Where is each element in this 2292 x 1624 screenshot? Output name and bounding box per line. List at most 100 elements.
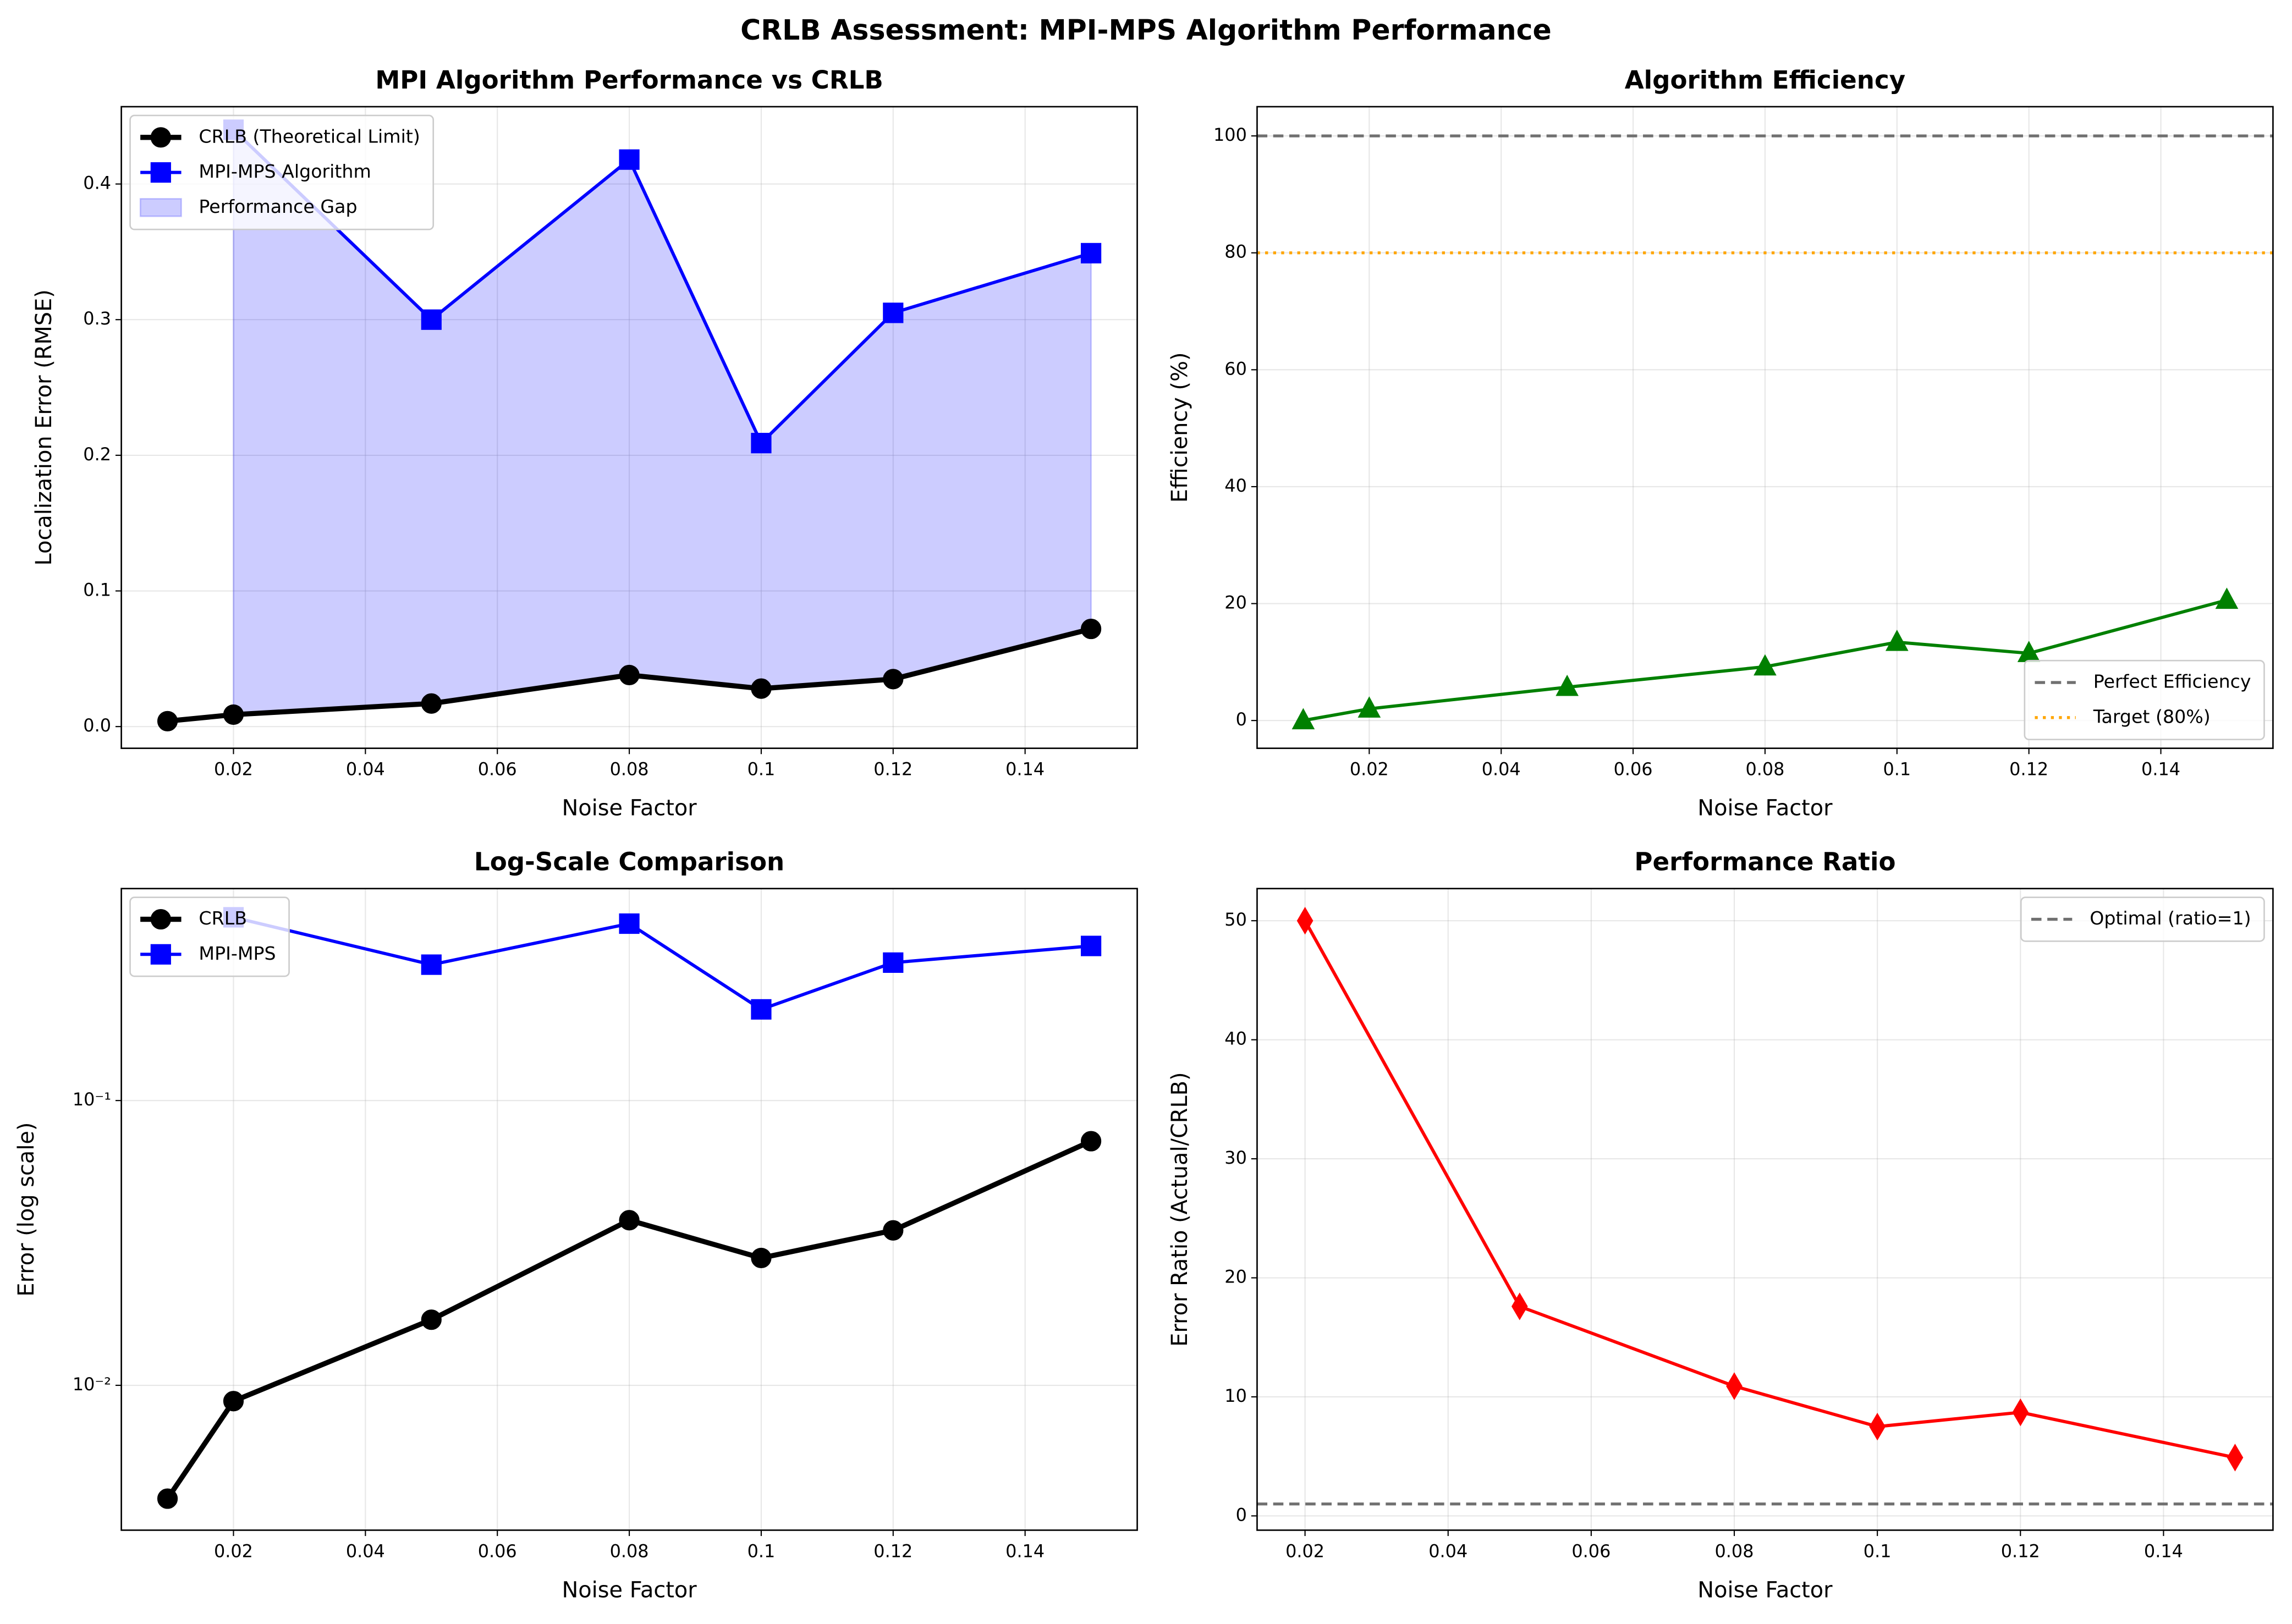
x-tick-label: 0.02	[214, 1540, 253, 1561]
data-point	[751, 999, 772, 1020]
data-point	[1081, 243, 1102, 263]
y-tick-label: 30	[1224, 1147, 1247, 1168]
x-tick-label: 0.12	[873, 758, 913, 779]
legend-marker	[150, 909, 171, 930]
subplot-title: MPI Algorithm Performance vs CRLB	[375, 65, 883, 95]
data-point	[421, 1309, 442, 1330]
x-tick-label: 0.02	[214, 758, 253, 779]
legend: CRLB MPI-MPS	[129, 896, 290, 977]
legend-marker	[150, 944, 171, 965]
legend-marker	[150, 162, 171, 183]
x-tick-label: 0.14	[2144, 1540, 2183, 1561]
figure-title: CRLB Assessment: MPI-MPS Algorithm Perfo…	[740, 14, 1552, 46]
legend-swatch	[139, 198, 182, 217]
x-tick-label: 0.06	[478, 758, 517, 779]
subplot-title: Algorithm Efficiency	[1625, 65, 1905, 95]
y-axis-label: Error Ratio (Actual/CRLB)	[1167, 1072, 1192, 1346]
x-tick-label: 0.12	[2009, 758, 2048, 779]
y-tick-label: 0.3	[83, 308, 111, 329]
series-line	[233, 916, 1091, 1011]
legend-box	[2020, 896, 2265, 942]
x-tick-label: 0.14	[2141, 758, 2180, 779]
data-point	[421, 309, 442, 330]
y-axis-label: Error (log scale)	[14, 1122, 39, 1297]
legend-label: Perfect Efficiency	[2093, 671, 2251, 692]
x-tick-label: 0.12	[873, 1540, 913, 1561]
y-axis-label: Efficiency (%)	[1167, 352, 1192, 503]
y-tick-label: 10	[1224, 1385, 1247, 1406]
data-point	[619, 149, 640, 170]
x-tick-label: 0.02	[1285, 1540, 1324, 1561]
data-point	[1357, 696, 1381, 718]
plot-area	[157, 119, 1102, 731]
legend-box	[2024, 659, 2265, 741]
axes-frame	[120, 888, 1138, 1531]
data-point	[1556, 674, 1579, 696]
subplot-title: Log-Scale Comparison	[474, 847, 784, 877]
x-tick-label: 0.14	[1005, 758, 1045, 779]
x-tick-label: 0.1	[1883, 758, 1911, 779]
y-tick-label: 0	[1236, 709, 1247, 730]
data-point	[751, 433, 772, 454]
x-tick-label: 0.08	[610, 758, 649, 779]
x-tick-label: 0.04	[346, 758, 385, 779]
data-point	[751, 678, 772, 699]
x-tick-label: 0.08	[1745, 758, 1784, 779]
data-point	[1081, 1131, 1102, 1152]
legend: CRLB (Theoretical Limit) MPI-MPS Algorith…	[129, 114, 435, 230]
data-point	[157, 1488, 178, 1509]
data-point	[883, 1220, 904, 1241]
data-point	[1754, 654, 1777, 676]
legend-label: MPI-MPS	[199, 943, 276, 964]
y-tick-label: 0.4	[83, 173, 111, 194]
x-tick-label: 0.1	[1864, 1540, 1892, 1561]
y-tick-label: 20	[1224, 592, 1247, 613]
data-point	[1291, 708, 1315, 730]
x-axis-label: Noise Factor	[1697, 796, 1833, 821]
y-tick-label: 0.1	[83, 580, 111, 601]
y-tick-label: 20	[1224, 1267, 1247, 1287]
data-point	[421, 693, 442, 714]
data-point	[421, 954, 442, 975]
y-tick-label: 50	[1224, 909, 1247, 930]
plot-area	[1257, 134, 2273, 730]
data-point	[883, 952, 904, 973]
legend-label: Optimal (ratio=1)	[2090, 907, 2251, 929]
data-point	[1081, 935, 1102, 956]
axes-frame	[1256, 888, 2274, 1531]
data-point	[1885, 629, 1909, 651]
data-point	[157, 711, 178, 731]
plot-area	[1257, 906, 2273, 1506]
y-tick-label: 10⁻²	[73, 1374, 111, 1395]
legend-marker	[150, 127, 171, 148]
x-axis-label: Noise Factor	[562, 796, 697, 821]
data-point	[1296, 906, 1313, 935]
legend-label: CRLB (Theoretical Limit)	[199, 125, 420, 147]
data-point	[751, 1247, 772, 1269]
x-tick-label: 0.1	[747, 758, 776, 779]
x-axis-label: Noise Factor	[1697, 1578, 1833, 1603]
y-tick-label: 100	[1213, 124, 1247, 145]
y-tick-label: 0.2	[83, 444, 111, 465]
y-axis-label: Localization Error (RMSE)	[31, 289, 57, 565]
series-line	[232, 128, 1092, 445]
subplot-title: Performance Ratio	[1634, 847, 1895, 877]
x-tick-label: 0.06	[478, 1540, 517, 1561]
x-tick-label: 0.06	[1571, 1540, 1611, 1561]
x-tick-label: 0.06	[1614, 758, 1653, 779]
legend-label: Target (80%)	[2093, 706, 2211, 727]
series-line	[1304, 920, 2236, 1460]
legend-label: CRLB	[199, 907, 247, 929]
x-tick-label: 0.04	[1482, 758, 1521, 779]
data-point	[1726, 1372, 1743, 1400]
axes-frame	[120, 106, 1138, 749]
x-tick-label: 0.04	[346, 1540, 385, 1561]
data-point	[619, 1210, 640, 1231]
y-tick-label: 0.0	[83, 715, 111, 736]
y-tick-label: 40	[1224, 475, 1247, 496]
y-tick-label: 10⁻¹	[73, 1089, 111, 1110]
legend: Perfect Efficiency Target (80%)	[2024, 659, 2265, 741]
data-point	[883, 669, 904, 690]
x-tick-label: 0.08	[610, 1540, 649, 1561]
